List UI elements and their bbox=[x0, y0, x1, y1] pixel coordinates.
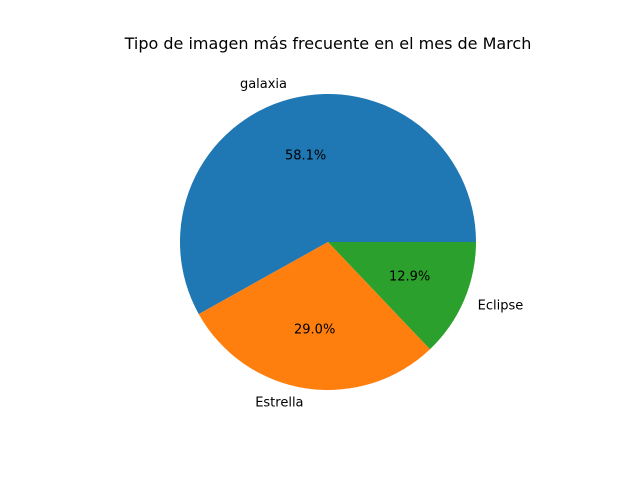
pie-slice-estrella bbox=[198, 242, 430, 390]
chart-title: Tipo de imagen más frecuente en el mes d… bbox=[124, 34, 532, 53]
pie-slice-galaxia bbox=[180, 93, 476, 315]
pct-label-eclipse: 12.9% bbox=[389, 270, 430, 285]
labels-layer: galaxia 58.1% Estrella 29.0% Eclipse 12.9% bbox=[240, 77, 523, 411]
slice-label-eclipse: Eclipse bbox=[478, 299, 524, 314]
slice-label-galaxia: galaxia bbox=[240, 77, 287, 92]
pie-slice-eclipse bbox=[328, 242, 476, 350]
pct-label-estrella: 29.0% bbox=[294, 322, 335, 337]
slice-label-estrella: Estrella bbox=[255, 395, 303, 410]
pct-label-galaxia: 58.1% bbox=[285, 149, 326, 164]
slices-layer bbox=[180, 93, 476, 390]
